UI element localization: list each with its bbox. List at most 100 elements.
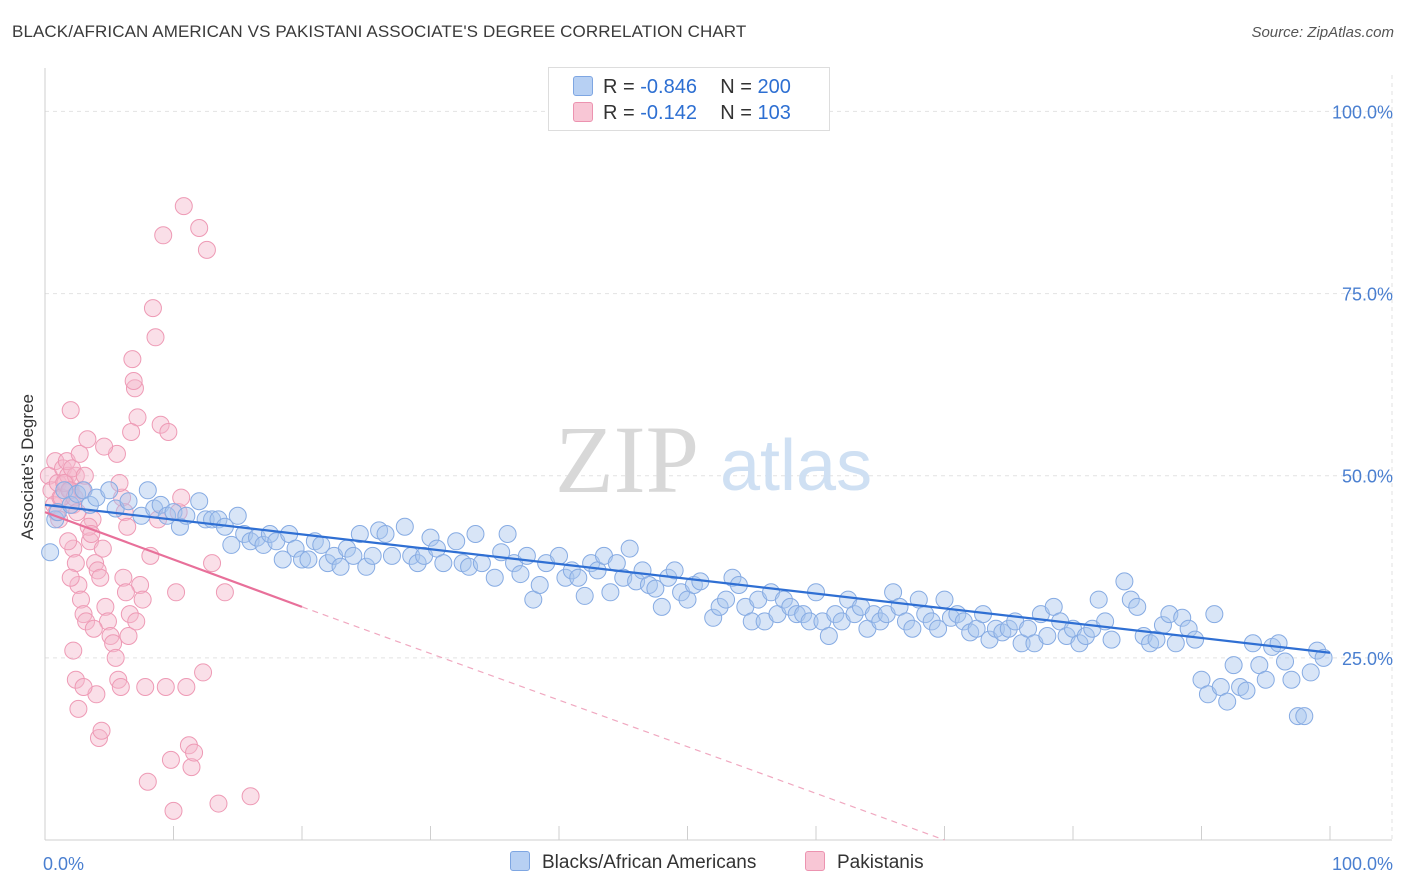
black-point[interactable]	[665, 561, 684, 580]
black-point[interactable]	[864, 605, 883, 624]
black-point[interactable]	[170, 517, 189, 536]
pakistani-point[interactable]	[88, 561, 107, 580]
pakistani-point[interactable]	[190, 219, 209, 237]
pakistani-point[interactable]	[159, 423, 178, 441]
black-point[interactable]	[1237, 681, 1256, 700]
black-point[interactable]	[819, 627, 838, 645]
pakistani-point[interactable]	[125, 379, 144, 398]
pakistani-point[interactable]	[118, 517, 137, 536]
black-point[interactable]	[472, 554, 491, 573]
pakistani-point[interactable]	[98, 612, 117, 631]
pakistani-point[interactable]	[116, 583, 135, 602]
black-point[interactable]	[1173, 608, 1192, 627]
black-point[interactable]	[41, 543, 60, 562]
pakistani-point[interactable]	[161, 750, 180, 769]
black-point[interactable]	[1102, 630, 1121, 649]
black-point[interactable]	[1218, 692, 1237, 711]
black-point[interactable]	[646, 579, 665, 598]
pakistani-point[interactable]	[74, 605, 93, 624]
black-point[interactable]	[556, 568, 575, 587]
pakistani-point[interactable]	[78, 430, 97, 449]
pakistani-point[interactable]	[241, 787, 260, 806]
pakistani-point[interactable]	[194, 663, 213, 682]
black-point[interactable]	[447, 532, 466, 551]
pakistani-point[interactable]	[136, 678, 155, 696]
black-point[interactable]	[344, 546, 363, 565]
black-point[interactable]	[717, 590, 736, 609]
black-point[interactable]	[434, 554, 453, 573]
pakistani-point[interactable]	[104, 634, 123, 653]
black-point[interactable]	[228, 506, 247, 525]
pakistani-point[interactable]	[154, 226, 173, 245]
pakistani-point[interactable]	[197, 240, 216, 259]
pakistani-point[interactable]	[61, 401, 80, 420]
legend-item-blacks[interactable]: Blacks/African Americans	[510, 851, 756, 874]
black-point[interactable]	[138, 481, 157, 500]
pakistani-point[interactable]	[164, 801, 183, 820]
pakistani-point[interactable]	[124, 372, 143, 390]
pakistani-point[interactable]	[138, 772, 157, 791]
pakistani-point[interactable]	[185, 743, 204, 762]
black-point[interactable]	[1186, 630, 1205, 649]
black-point[interactable]	[286, 539, 305, 558]
black-point[interactable]	[652, 597, 671, 616]
pakistani-point[interactable]	[75, 466, 94, 485]
pakistani-point[interactable]	[123, 350, 142, 369]
black-point[interactable]	[826, 605, 845, 624]
black-point[interactable]	[530, 576, 549, 594]
black-point[interactable]	[421, 528, 440, 547]
pakistani-point[interactable]	[96, 597, 115, 616]
black-point[interactable]	[999, 619, 1018, 638]
black-point[interactable]	[498, 525, 517, 543]
pakistani-point[interactable]	[64, 641, 83, 660]
black-point[interactable]	[774, 590, 793, 609]
black-point[interactable]	[190, 492, 209, 511]
pakistani-point[interactable]	[61, 568, 80, 587]
pakistani-point[interactable]	[209, 794, 228, 813]
pakistani-point[interactable]	[122, 423, 141, 441]
pakistani-point[interactable]	[66, 554, 85, 573]
pakistani-point[interactable]	[127, 612, 146, 631]
pakistani-point[interactable]	[119, 627, 138, 645]
pakistani-point[interactable]	[182, 758, 201, 777]
black-point[interactable]	[922, 612, 941, 631]
pakistani-point[interactable]	[93, 539, 112, 558]
black-point[interactable]	[601, 583, 620, 602]
pakistani-point[interactable]	[92, 721, 111, 740]
pakistani-point[interactable]	[77, 612, 96, 631]
pakistani-point[interactable]	[120, 605, 139, 624]
black-point[interactable]	[357, 557, 376, 576]
black-point[interactable]	[723, 568, 742, 587]
black-point[interactable]	[1256, 670, 1275, 689]
pakistani-point[interactable]	[74, 678, 93, 696]
black-point[interactable]	[710, 597, 729, 616]
black-point[interactable]	[376, 525, 395, 543]
pakistani-point[interactable]	[106, 648, 125, 667]
black-point[interactable]	[1205, 605, 1224, 624]
black-point[interactable]	[794, 605, 813, 624]
pakistani-point[interactable]	[95, 437, 114, 456]
black-point[interactable]	[1282, 670, 1301, 689]
black-point[interactable]	[363, 546, 382, 565]
pakistani-point[interactable]	[133, 590, 152, 609]
pakistani-point[interactable]	[86, 554, 105, 573]
black-point[interactable]	[1166, 634, 1185, 653]
black-point[interactable]	[350, 525, 369, 543]
black-point[interactable]	[1276, 652, 1295, 671]
pakistani-point[interactable]	[66, 670, 85, 689]
black-point[interactable]	[382, 546, 401, 565]
black-point[interactable]	[1115, 572, 1134, 591]
black-point[interactable]	[511, 565, 530, 584]
pakistani-point[interactable]	[89, 729, 108, 747]
black-point[interactable]	[1089, 590, 1108, 609]
black-point[interactable]	[299, 550, 318, 569]
black-point[interactable]	[620, 539, 639, 558]
pakistani-point[interactable]	[131, 576, 150, 594]
black-point[interactable]	[896, 612, 915, 631]
pakistani-point[interactable]	[203, 554, 222, 573]
pakistani-point[interactable]	[101, 627, 120, 645]
pakistani-point[interactable]	[156, 678, 175, 696]
pakistani-point[interactable]	[110, 474, 129, 492]
pakistani-point[interactable]	[70, 444, 89, 463]
legend-item-pakistanis[interactable]: Pakistanis	[805, 851, 924, 874]
